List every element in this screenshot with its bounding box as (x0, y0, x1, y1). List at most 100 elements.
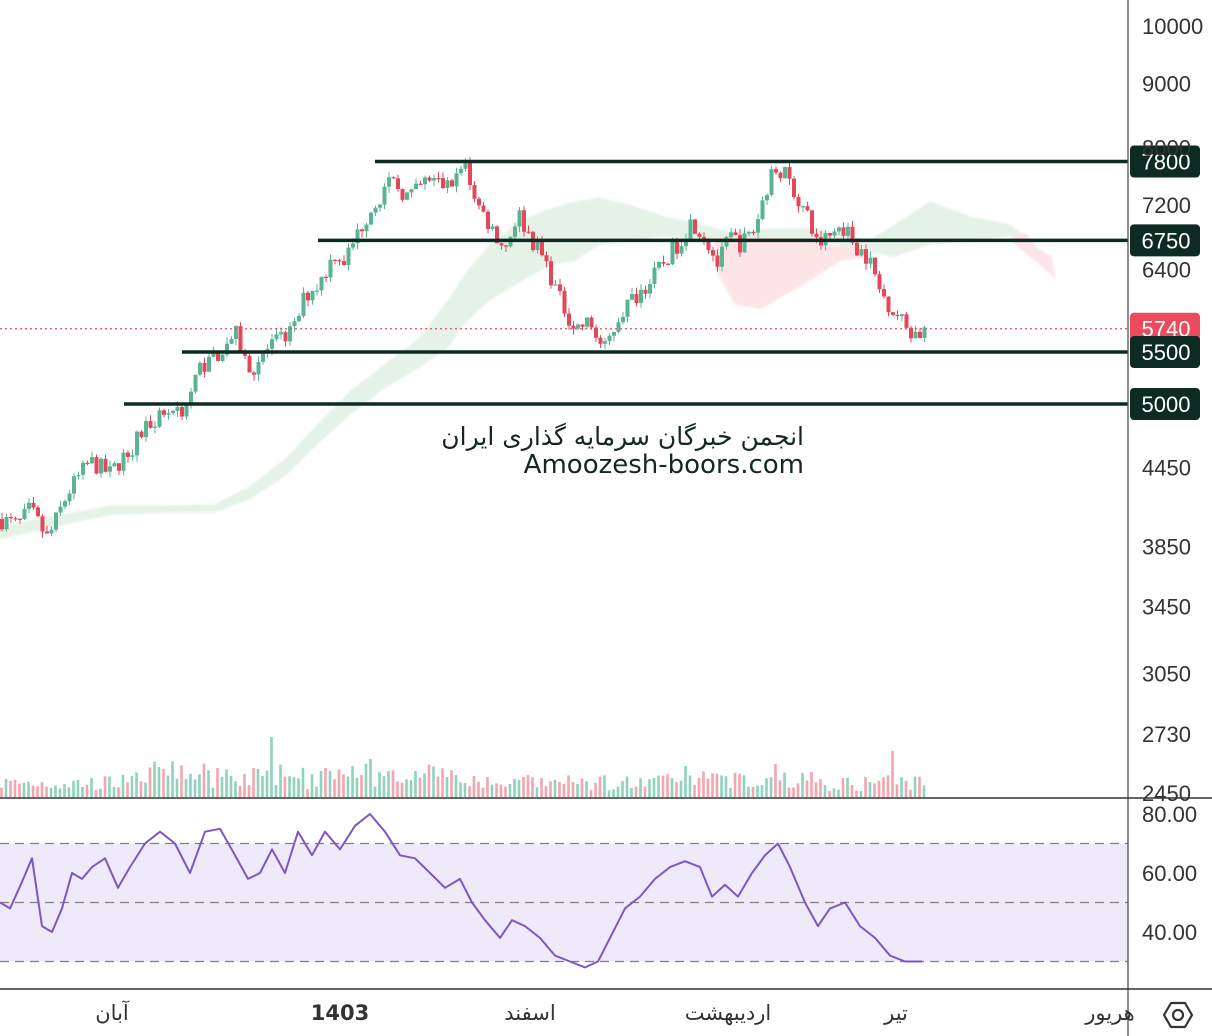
candle-body (868, 257, 873, 264)
volume-bar (832, 788, 836, 797)
volume-bar (324, 768, 327, 797)
candle-body (274, 334, 279, 340)
volume-bar (805, 780, 809, 797)
candle-body (193, 374, 198, 392)
candle-body (306, 292, 310, 301)
volume-bar (405, 779, 408, 797)
candle-body (261, 353, 265, 362)
volume-bar (117, 787, 120, 797)
candle-body (900, 314, 904, 316)
price-tick-label: 4450 (1142, 456, 1191, 481)
candle-body (760, 200, 765, 220)
candle-body (544, 255, 549, 262)
volume-bar (369, 759, 372, 797)
candle-body (711, 250, 715, 256)
price-tick-label: 7200 (1142, 193, 1191, 218)
price-tick-label: 3850 (1142, 535, 1191, 560)
candle-body (252, 372, 256, 375)
candle-body (882, 289, 886, 297)
volume-bar (81, 787, 84, 797)
candle-body (148, 421, 153, 428)
candle-body (463, 161, 468, 169)
candle-body (576, 324, 580, 329)
candle-body (103, 458, 108, 472)
watermark-site: Amoozesh-boors.com (523, 450, 804, 480)
volume-bar (468, 786, 471, 797)
volume-bar (558, 781, 561, 797)
price-tick-label: 6400 (1142, 257, 1191, 282)
candle-body (675, 241, 679, 254)
candle-body (76, 475, 81, 477)
candle-body (189, 391, 193, 406)
volume-bar (337, 769, 341, 797)
volume-bar (202, 763, 206, 797)
candle-body (828, 233, 832, 236)
candle-body (877, 274, 882, 290)
volume-bar (22, 782, 26, 797)
price-tick-label: 9000 (1142, 71, 1191, 96)
candle-body (891, 312, 895, 315)
volume-bar (580, 778, 584, 797)
volume-bar (504, 786, 507, 797)
candle-body (895, 314, 900, 316)
candle-body (679, 246, 684, 254)
candle-body (904, 314, 909, 328)
candle-body (765, 195, 769, 201)
candle-body (841, 227, 846, 236)
volume-bar (562, 784, 566, 797)
candle-body (328, 259, 333, 278)
volume-bar (841, 778, 845, 797)
candle-body (139, 431, 144, 438)
candle-body (783, 167, 787, 179)
volume-bar (49, 787, 53, 797)
candle-body (72, 476, 76, 494)
volume-bar (351, 766, 354, 797)
volume-bar (679, 780, 683, 797)
candle-body (400, 189, 405, 200)
volume-bar (837, 789, 840, 797)
volume-bar (661, 775, 665, 797)
candle-body (13, 518, 18, 520)
volume-bar (684, 766, 687, 797)
cloud-bearish (715, 236, 870, 310)
level-tag-5500 (1130, 336, 1200, 369)
volume-bar (0, 787, 3, 797)
volume-bar (265, 770, 269, 797)
volume-bar (45, 786, 48, 797)
volume-bar (193, 779, 197, 797)
cloud-bullish (0, 197, 1020, 540)
volume-bar (801, 773, 804, 797)
volume-bar (544, 786, 548, 797)
candle-body (198, 362, 202, 375)
volume-bar (706, 778, 710, 797)
candle-body (315, 290, 319, 292)
candle-body (58, 506, 63, 513)
candle-body (733, 232, 738, 236)
candle-body (238, 326, 243, 353)
candle-body (108, 466, 112, 472)
candle-body (243, 352, 247, 356)
support-resistance-levels[interactable]: 7800 6750 5500 5000 (124, 145, 1200, 420)
volume-bar (567, 775, 570, 797)
candle-body (792, 178, 796, 198)
volume-bar (27, 781, 30, 797)
candle-body (130, 455, 135, 457)
candle-body (832, 231, 837, 236)
volume-bar (783, 772, 786, 797)
volume-bar (315, 786, 318, 797)
chart-settings-button[interactable] (1158, 996, 1198, 1034)
volume-bar (540, 778, 543, 797)
volume-bar (715, 773, 719, 797)
volume-bar (585, 781, 588, 797)
volume-bar (189, 773, 192, 797)
volume-bar (621, 781, 624, 797)
level-tag-6750 (1130, 224, 1200, 257)
candle-body (720, 246, 724, 267)
volume-bar (301, 767, 305, 797)
volume-bar (792, 787, 795, 797)
volume-bar (508, 784, 512, 797)
candle-body (297, 315, 301, 322)
time-tick-label: اردیبهشت (685, 1001, 772, 1025)
hexagon-gear-icon (1163, 1001, 1193, 1029)
